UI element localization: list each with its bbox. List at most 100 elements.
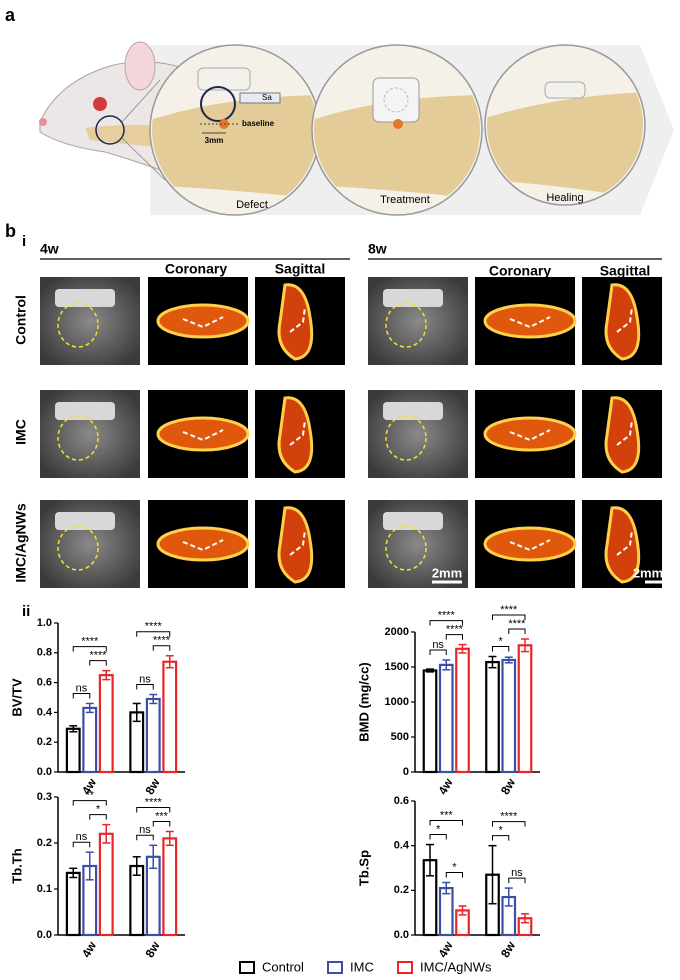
significance-bracket: [429, 649, 447, 655]
timepoint-label: 8w: [368, 241, 387, 257]
sa-label: Sa: [262, 93, 272, 102]
significance-bracket: [89, 660, 107, 666]
significance-bracket: [429, 620, 463, 626]
zoom-line: [121, 79, 161, 123]
significance-bracket: [445, 634, 463, 640]
significance-label: *: [452, 861, 457, 873]
y-tick-label: 0.8: [37, 647, 52, 659]
y-tick-label: 0.0: [37, 929, 52, 941]
x-tick-label: 8w: [498, 939, 518, 960]
group-label: IMC/AgNWs: [13, 503, 29, 583]
group-label: Control: [13, 295, 29, 345]
rat-eye: [93, 97, 107, 111]
significance-label: ****: [153, 635, 171, 647]
bone-section: [483, 416, 577, 452]
bar: [65, 871, 81, 937]
significance-bracket: [136, 807, 171, 813]
x-tick-label: 8w: [498, 776, 518, 797]
y-tick-label: 0.0: [37, 766, 52, 778]
bar: [162, 660, 178, 774]
defect-outline: [57, 415, 99, 461]
scale-bar-label: 2mm: [432, 565, 462, 580]
bar: [455, 647, 470, 774]
significance-bracket: [136, 834, 154, 841]
y-axis-title: BV/TV: [9, 678, 24, 717]
significance-label: ****: [81, 636, 99, 648]
bone-section: [156, 526, 250, 562]
stage-label: Healing: [546, 192, 583, 204]
y-tick-label: 1000: [385, 696, 409, 708]
significance-label: ****: [438, 610, 456, 622]
implant-pattern: [383, 87, 409, 113]
significance-label: *: [498, 825, 503, 837]
x-tick-label: 8w: [142, 939, 162, 960]
subpanel-label: i: [22, 233, 26, 250]
significance-bracket: [136, 631, 171, 637]
y-tick-label: 0.1: [37, 883, 52, 895]
view-label: Coronary: [489, 263, 551, 279]
bone-section: [277, 283, 314, 361]
jaw-bone: [487, 92, 643, 200]
x-tick-label: 4w: [79, 939, 99, 960]
defect-circle: [200, 86, 236, 122]
bar: [162, 837, 178, 937]
defect-outline: [616, 419, 633, 446]
x-tick-label: 4w: [435, 939, 455, 960]
significance-label: *: [96, 804, 101, 816]
y-tick-label: 1.0: [37, 617, 52, 629]
defect-outline: [57, 302, 99, 348]
y-tick-label: 0.6: [394, 795, 409, 807]
teeth: [544, 81, 586, 99]
view-label: Sagittal: [600, 263, 651, 279]
significance-label: ns: [76, 831, 88, 843]
defect-outline: [385, 525, 427, 571]
significance-bracket: [508, 628, 526, 634]
jaw-bone: [314, 95, 480, 200]
significance-bracket: [445, 872, 463, 878]
y-tick-label: 0.3: [37, 791, 52, 803]
significance-label: ***: [440, 809, 454, 821]
bone-section: [277, 396, 314, 474]
legend-label: IMC: [350, 959, 374, 974]
defect-outline: [509, 316, 551, 329]
bar: [82, 706, 98, 774]
y-tick-label: 0.0: [394, 929, 409, 941]
bar: [517, 644, 533, 774]
significance-label: *: [498, 635, 503, 647]
y-axis-title: Tb.Th: [9, 848, 24, 883]
significance-label: ****: [145, 796, 163, 808]
significance-bracket: [492, 646, 510, 652]
bar: [485, 660, 500, 774]
bone-section: [483, 526, 577, 562]
scale-bar-label: 2mm: [633, 565, 663, 580]
syringe: [239, 92, 281, 104]
significance-label: ****: [500, 811, 518, 823]
bone-section: [277, 506, 314, 584]
bar: [98, 674, 114, 774]
significance-label: ***: [155, 810, 169, 822]
bone-section: [156, 416, 250, 452]
stage-defect: Sa baseline 3mm: [149, 44, 321, 216]
y-tick-label: 0.2: [394, 884, 409, 896]
significance-bracket: [152, 645, 171, 651]
bar: [438, 663, 454, 774]
defect-outline: [385, 415, 427, 461]
stage-treatment: [311, 44, 483, 216]
significance-label: ****: [145, 621, 163, 633]
significance-label: *: [436, 823, 441, 835]
scale-label: 3mm: [205, 136, 224, 145]
defect-point: [393, 119, 403, 129]
legend-swatch: [239, 961, 255, 974]
zoom-line: [121, 137, 166, 181]
rat-ear: [124, 41, 156, 91]
bone-section: [604, 396, 641, 474]
significance-label: ****: [508, 618, 526, 630]
implant: [372, 77, 420, 123]
defect-outline: [182, 316, 224, 329]
bone-section: [604, 506, 641, 584]
defect-outline: [616, 306, 633, 333]
defect-outline: [57, 525, 99, 571]
ct-teeth: [55, 289, 115, 307]
y-tick-label: 500: [391, 731, 409, 743]
jaw-bone: [152, 95, 318, 200]
